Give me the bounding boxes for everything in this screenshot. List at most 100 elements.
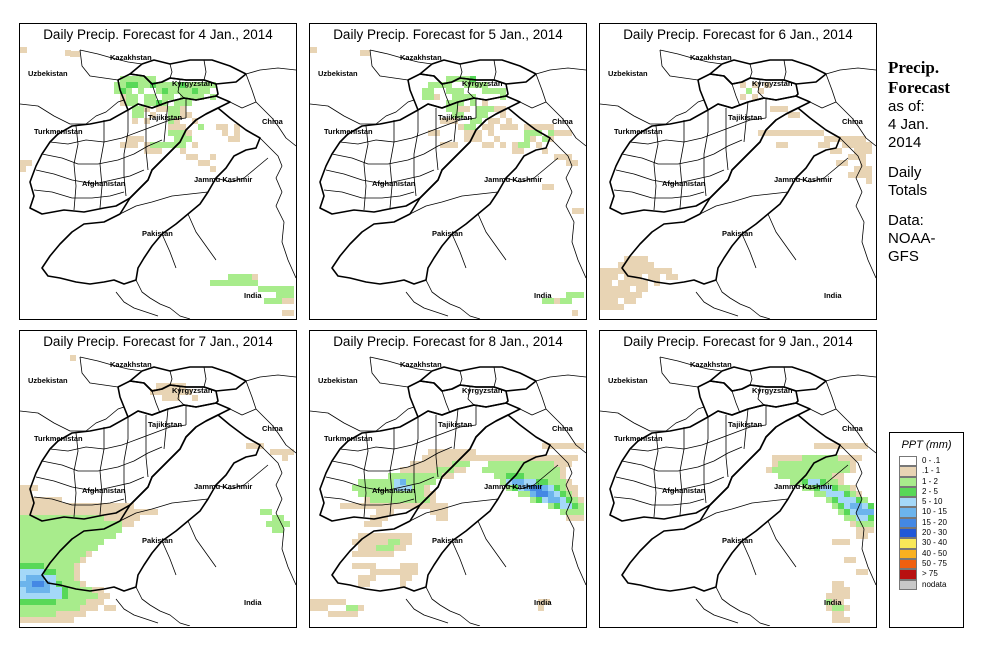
precip-cell (418, 491, 424, 497)
precip-cell (80, 521, 86, 527)
precip-cell (788, 112, 794, 118)
precip-cell (26, 587, 32, 593)
precip-cell (38, 497, 44, 503)
label-afghanistan: Afghanistan (82, 179, 126, 188)
precip-cell (44, 611, 50, 617)
precip-cell (138, 106, 144, 112)
precip-cell (838, 593, 844, 599)
precip-cell (26, 509, 32, 515)
province-border (339, 424, 477, 452)
precip-cell (636, 280, 642, 286)
precip-cell (850, 509, 856, 515)
precip-cell (382, 479, 388, 485)
precip-cell (44, 521, 50, 527)
precip-cell (630, 280, 636, 286)
precip-cell (62, 503, 68, 509)
precip-cell (624, 280, 630, 286)
precip-cell (494, 88, 500, 94)
precip-cell (506, 124, 512, 130)
province-border (245, 380, 296, 454)
precip-map: Kazakhstan Uzbekistan Kyrgyzstan Tajikistan… (20, 353, 296, 626)
precip-cell (406, 467, 412, 473)
precip-cell (26, 485, 32, 491)
province-border (49, 117, 187, 145)
precip-cell (370, 545, 376, 551)
precip-cell (542, 497, 548, 503)
province-border (659, 49, 699, 81)
precip-cell (32, 569, 38, 575)
province-border (187, 213, 217, 261)
precip-cell (68, 539, 74, 545)
precip-cell (74, 581, 80, 587)
precip-cell (548, 467, 554, 473)
precip-cell (74, 521, 80, 527)
precip-cell (20, 593, 26, 599)
precip-cell (364, 491, 370, 497)
label-turkmenistan: Turkmenistan (34, 127, 83, 136)
precip-cell (26, 593, 32, 599)
precip-cell (424, 503, 430, 509)
precip-cell (536, 455, 542, 461)
precip-cell (56, 575, 62, 581)
precip-cell (382, 515, 388, 521)
panel-title: Daily Precip. Forecast for 6 Jan., 2014 (600, 24, 876, 47)
precip-cell (648, 262, 654, 268)
province-border (425, 586, 481, 626)
precip-cell (400, 533, 406, 539)
precip-cell (68, 593, 74, 599)
precip-cell (222, 280, 228, 286)
precip-cell (542, 148, 548, 154)
precip-cell (50, 521, 56, 527)
precip-cell (538, 605, 544, 611)
precip-cell (382, 503, 388, 509)
precip-cell (548, 461, 554, 467)
province-border (203, 59, 207, 81)
precip-cell (440, 82, 446, 88)
precip-cell (376, 485, 382, 491)
legend-label: 1 - 2 (922, 476, 939, 486)
precip-cell (470, 136, 476, 142)
precip-cell (388, 545, 394, 551)
precip-cell (554, 503, 560, 509)
precip-cell (430, 509, 436, 515)
precip-cell (168, 389, 174, 395)
precip-cell (464, 106, 470, 112)
province-border (757, 386, 765, 406)
precip-cell (150, 112, 156, 118)
precip-cell (334, 611, 340, 617)
precip-cell (482, 112, 488, 118)
precip-cell (848, 154, 854, 160)
province-border (699, 498, 789, 522)
precip-cell (68, 581, 74, 587)
precip-cell (476, 118, 482, 124)
precip-cell (764, 82, 770, 88)
precip-cell (174, 106, 180, 112)
map-canvas: Kazakhstan Uzbekistan Kyrgyzstan Tajikistan… (600, 49, 876, 319)
precip-cell (452, 106, 458, 112)
precip-cell (180, 88, 186, 94)
precip-cell (352, 605, 358, 611)
precip-cell (440, 455, 446, 461)
precip-cell (572, 491, 578, 497)
precip-cell (80, 581, 86, 587)
legend-item: 30 - 40 (890, 538, 963, 549)
precip-cell (618, 280, 624, 286)
precip-cell (428, 94, 434, 100)
precip-cell (180, 148, 186, 154)
precip-cell (422, 455, 428, 461)
data-source-2: GFS (888, 248, 919, 265)
precip-cell (26, 605, 32, 611)
precip-cell (20, 539, 26, 545)
precip-cell (316, 605, 322, 611)
precip-cell (400, 479, 406, 485)
precip-cell (566, 485, 572, 491)
legend-item: 5 - 10 (890, 497, 963, 508)
precip-cell (174, 100, 180, 106)
precip-cell (132, 100, 138, 106)
precip-cell (838, 491, 844, 497)
precip-cell (844, 605, 850, 611)
province-border (339, 117, 477, 145)
precip-cell (128, 515, 134, 521)
precip-cell (424, 491, 430, 497)
precip-cell (524, 124, 530, 130)
